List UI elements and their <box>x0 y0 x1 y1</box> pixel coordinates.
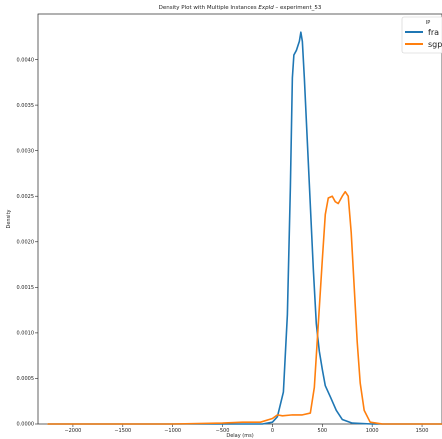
series-line-sgp <box>47 190 442 425</box>
x-tick-label: 1500 <box>416 428 429 434</box>
x-axis-label: Delay (ms) <box>226 433 253 439</box>
legend-title: IP <box>426 20 431 26</box>
chart-title: Density Plot with Multiple Instances Exp… <box>159 5 322 11</box>
plot-frame <box>37 13 442 425</box>
y-tick-label: 0.0010 <box>17 331 35 337</box>
x-axis: −2000 −1500 −1000 −500 0 500 1000 1500 <box>64 424 428 434</box>
series-layer <box>47 31 442 425</box>
x-tick-label: −1500 <box>114 428 131 434</box>
x-tick-label: 500 <box>318 428 328 434</box>
x-tick-label: −2000 <box>64 428 81 434</box>
legend: IP fra sgp <box>401 16 442 54</box>
legend-label-sgp: sgp <box>428 40 442 49</box>
y-axis-label: Density <box>6 209 12 228</box>
y-tick-label: 0.0000 <box>17 422 35 428</box>
series-line-fra <box>47 31 442 425</box>
y-tick-label: 0.0035 <box>17 103 35 109</box>
legend-label-fra: fra <box>428 28 439 37</box>
y-tick-label: 0.0040 <box>17 57 35 63</box>
x-tick-label: −500 <box>216 428 230 434</box>
y-tick-label: 0.0030 <box>17 148 35 154</box>
y-tick-label: 0.0020 <box>17 239 35 245</box>
x-tick-label: −1000 <box>164 428 181 434</box>
y-axis: 0.0000 0.0005 0.0010 0.0015 0.0020 0.0025 0.00… <box>17 57 38 428</box>
y-tick-label: 0.0025 <box>17 194 35 200</box>
y-tick-label: 0.0005 <box>17 376 35 382</box>
x-tick-label: 1000 <box>366 428 379 434</box>
y-tick-label: 0.0015 <box>17 285 35 291</box>
x-tick-label: 0 <box>271 428 274 434</box>
